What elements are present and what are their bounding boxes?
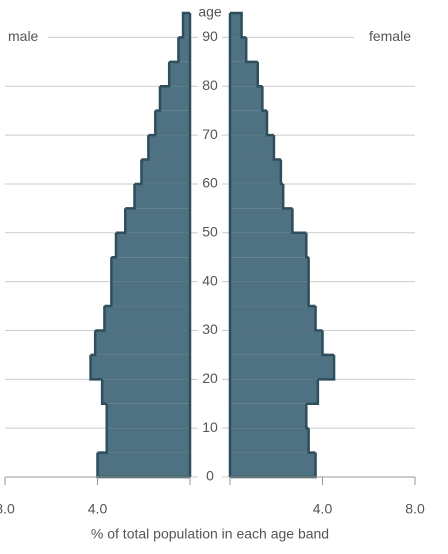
bar — [230, 110, 267, 136]
bar-outline — [111, 232, 118, 259]
bar-outline — [307, 281, 316, 308]
bar-outline — [230, 11, 247, 39]
bar — [90, 354, 190, 380]
y-tick-label: 90 — [202, 28, 218, 44]
bar-outline — [279, 159, 284, 186]
bar — [230, 306, 316, 331]
bar — [230, 183, 284, 209]
bar — [183, 13, 190, 38]
bar-outline — [178, 11, 190, 39]
bar-outline — [306, 379, 320, 405]
bar — [102, 379, 190, 404]
y-tick-label: 20 — [202, 370, 218, 386]
bar — [230, 159, 281, 184]
y-axis-label: age — [198, 4, 222, 20]
x-tick-label: 8.0 — [405, 501, 425, 517]
bar — [155, 110, 190, 136]
bar — [111, 257, 190, 282]
bar — [230, 281, 309, 307]
x-axis-label: % of total population in each age band — [91, 526, 329, 542]
bar — [106, 403, 190, 429]
bar — [106, 428, 190, 453]
bar-outline — [104, 281, 113, 308]
legend-label: male — [8, 28, 39, 44]
bar-outline — [89, 354, 103, 381]
y-tick-label: 10 — [202, 419, 218, 435]
bar-outline — [256, 61, 263, 88]
bar-outline — [265, 110, 274, 137]
bar-outline — [141, 135, 150, 161]
bar — [104, 306, 190, 331]
bar — [141, 159, 190, 184]
y-tick-label: 30 — [202, 321, 218, 337]
bar — [230, 403, 307, 429]
bar — [125, 208, 190, 233]
legend-label: female — [369, 28, 411, 44]
y-tick-label: 40 — [202, 272, 218, 288]
bar — [134, 183, 190, 209]
y-tick-label: 60 — [202, 175, 218, 191]
bar — [178, 37, 190, 62]
bar — [230, 330, 323, 355]
bar — [230, 37, 247, 62]
bar-outline — [159, 61, 171, 88]
bar-outline — [305, 403, 309, 430]
bar-outline — [272, 135, 281, 161]
bar-outline — [148, 110, 157, 137]
y-tick-label: 80 — [202, 77, 218, 93]
bar-outline — [155, 86, 162, 112]
bar-outline — [307, 428, 316, 454]
y-tick-label: 0 — [206, 468, 214, 484]
bar — [230, 354, 335, 380]
bar-outline — [317, 354, 336, 381]
bar-outline — [321, 330, 335, 357]
bar-outline — [244, 37, 258, 64]
bar-outline — [97, 428, 108, 454]
bar — [230, 232, 307, 258]
bar — [97, 452, 190, 477]
bar-outline — [90, 330, 97, 357]
bar — [111, 281, 190, 307]
x-tick-label: 4.0 — [313, 501, 333, 517]
bar — [230, 452, 316, 477]
bar-outline — [169, 37, 180, 64]
bar — [230, 208, 293, 233]
bar-outline — [261, 86, 267, 112]
bar-outline — [281, 183, 293, 210]
x-tick-label: 4.0 — [88, 501, 108, 517]
bar — [230, 428, 309, 453]
bar — [95, 330, 190, 355]
bar — [230, 61, 258, 87]
bar-outline — [116, 208, 127, 235]
y-tick-label: 70 — [202, 126, 218, 142]
bar — [230, 86, 263, 111]
bar — [230, 257, 309, 282]
bar-outline — [291, 208, 307, 235]
bar — [116, 232, 190, 258]
x-tick-label: 8.0 — [0, 501, 15, 517]
bar — [230, 379, 318, 404]
bar-outline — [305, 232, 309, 259]
bar-outline — [134, 159, 143, 186]
bar — [230, 135, 274, 160]
bar — [169, 61, 190, 87]
bar-outline — [100, 379, 107, 405]
bar-outline — [314, 306, 323, 332]
y-tick-label: 50 — [202, 223, 218, 239]
bar-outline — [125, 183, 136, 210]
bar — [230, 13, 242, 38]
bar-outline — [95, 306, 106, 332]
bar — [159, 86, 190, 111]
bar — [148, 135, 190, 160]
